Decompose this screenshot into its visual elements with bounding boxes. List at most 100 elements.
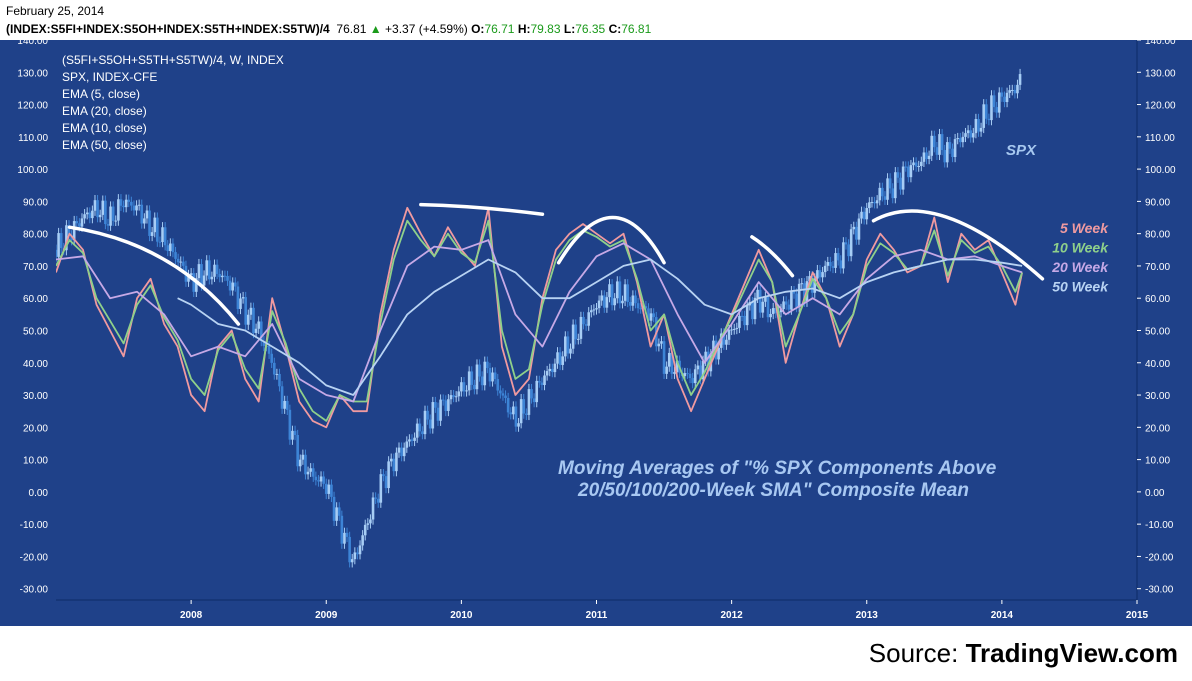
- spx-candle: [990, 95, 993, 121]
- spx-candle: [764, 296, 767, 302]
- spx-candle: [169, 243, 172, 252]
- spx-candle: [135, 205, 138, 211]
- spx-candle: [384, 476, 388, 489]
- spx-candle: [478, 364, 481, 377]
- spx-candle: [964, 133, 967, 137]
- spx-candle: [953, 139, 957, 158]
- y-tick-label-right: 60.00: [1145, 294, 1170, 305]
- y-tick-label-left: 20.00: [23, 423, 48, 434]
- spx-candle: [83, 214, 86, 219]
- spx-candle: [252, 307, 255, 333]
- spx-candle: [88, 212, 92, 219]
- spx-candle: [78, 223, 81, 227]
- spx-candle: [397, 447, 401, 453]
- spx-candle: [878, 187, 882, 201]
- spx-candle: [951, 148, 954, 158]
- spx-candle: [997, 92, 1001, 113]
- spx-candle: [743, 315, 746, 326]
- spx-candle: [143, 218, 146, 224]
- y-tick-label-left: 70.00: [23, 262, 48, 273]
- spx-candle: [436, 407, 440, 421]
- spx-candle: [361, 535, 364, 546]
- spx-candle: [449, 395, 453, 400]
- spx-candle: [285, 400, 289, 410]
- spx-candle: [353, 552, 357, 560]
- spx-candle: [358, 545, 362, 555]
- spx-candle: [717, 347, 720, 360]
- y-tick-label-right: 90.00: [1145, 197, 1170, 208]
- spx-candle: [706, 351, 710, 372]
- spx-candle: [291, 430, 294, 440]
- spx-candle: [148, 210, 151, 236]
- spx-candle: [732, 328, 736, 330]
- series-legend-label: 10 Week: [1052, 240, 1109, 256]
- spx-candle: [371, 497, 375, 520]
- spx-candle: [423, 410, 427, 435]
- spx-candle: [722, 333, 726, 345]
- chart[interactable]: (S5FI+S5OH+S5TH+S5TW)/4, W, INDEX SPX, IN…: [0, 0, 1192, 630]
- annotation-arc: [871, 209, 1045, 281]
- spx-candle: [327, 484, 331, 494]
- spx-candle: [771, 308, 775, 314]
- spx-candle: [548, 368, 552, 372]
- spx-candle: [818, 270, 822, 278]
- spx-candle: [558, 352, 562, 365]
- chart-title-line: Moving Averages of "% SPX Components Abo…: [558, 458, 997, 479]
- spx-candle: [366, 523, 370, 525]
- spx-candle: [639, 308, 642, 310]
- y-tick-label-left: 140.00: [17, 36, 48, 47]
- spx-candle: [467, 371, 471, 391]
- y-tick-label-right: 30.00: [1145, 391, 1170, 402]
- y-tick-label-left: 120.00: [17, 101, 48, 112]
- spx-candle: [590, 310, 593, 313]
- spx-candle: [259, 321, 263, 342]
- spx-candle: [756, 289, 759, 298]
- legend-line: (S5FI+S5OH+S5TH+S5TW)/4, W, INDEX: [62, 53, 284, 67]
- spx-candle: [673, 372, 676, 374]
- spx-candle: [740, 315, 744, 317]
- spx-candle: [751, 302, 754, 320]
- y-tick-label-right: 140.00: [1145, 36, 1176, 47]
- series-line-ema10[interactable]: [55, 219, 1023, 422]
- spx-candle: [460, 382, 463, 392]
- spx-candle: [821, 272, 824, 278]
- spx-candle: [779, 309, 783, 313]
- spx-candle: [979, 127, 983, 132]
- spx-candle: [795, 293, 798, 308]
- spx-candle: [803, 283, 806, 302]
- spx-candle: [930, 135, 934, 156]
- spx-candle: [509, 412, 513, 415]
- spx-candle: [226, 275, 229, 281]
- spx-candle: [538, 380, 541, 383]
- spx-candle: [862, 211, 866, 220]
- spx-candle: [93, 200, 97, 211]
- x-tick-label: 2009: [315, 610, 338, 621]
- spx-candle: [842, 242, 845, 269]
- spx-candle: [810, 276, 814, 293]
- spx-candle: [823, 265, 827, 273]
- spx-candle: [174, 252, 177, 259]
- spx-candle: [958, 138, 962, 143]
- spx-candle: [615, 281, 619, 299]
- series-line-ema20[interactable]: [55, 239, 1023, 403]
- spx-candle: [439, 399, 442, 421]
- spx-candle: [883, 196, 887, 200]
- spx-candle: [382, 474, 385, 477]
- spx-candle: [137, 204, 141, 206]
- spx-candle: [649, 313, 653, 321]
- spx-candle: [849, 229, 853, 257]
- y-tick-label-left: 40.00: [23, 359, 48, 370]
- spx-candle: [561, 356, 565, 365]
- series-line-ema50[interactable]: [177, 258, 1023, 396]
- spx-candle: [413, 437, 416, 441]
- annotation-arc: [419, 202, 545, 217]
- legend-line: EMA (50, close): [62, 138, 147, 152]
- spx-candle: [855, 226, 858, 240]
- spx-candle: [296, 435, 299, 467]
- plot-area[interactable]: [0, 40, 1192, 626]
- spx-candle: [873, 202, 876, 204]
- spx-candle: [163, 227, 167, 246]
- spx-candle: [301, 454, 305, 460]
- annotation-arc: [556, 215, 666, 265]
- spx-candle: [465, 390, 468, 392]
